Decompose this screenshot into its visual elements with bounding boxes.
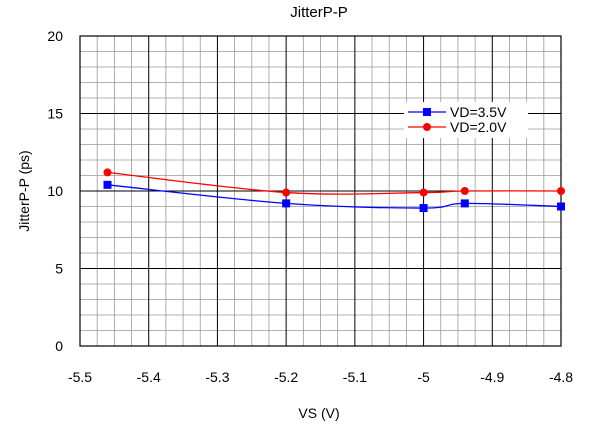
y-tick-label: 5 (55, 261, 63, 277)
data-point-circle (103, 168, 112, 177)
data-point-square (557, 202, 565, 211)
x-tick-label: -5.4 (137, 369, 161, 385)
series-line-1 (107, 184, 562, 209)
data-point-circle (557, 187, 565, 195)
series-markers (103, 168, 565, 213)
data-point-square (103, 180, 112, 189)
x-tick-label: -5 (417, 369, 430, 385)
data-point-circle (419, 188, 428, 197)
x-tick-label: -5.5 (68, 369, 92, 385)
y-tick-label: 20 (47, 28, 63, 44)
chart-title: JitterP-P (290, 4, 348, 21)
x-tick-label: -4.9 (480, 369, 504, 385)
series-lines (107, 171, 562, 209)
legend-marker-square (423, 108, 431, 116)
y-tick-label: 15 (47, 106, 63, 122)
data-point-circle (282, 188, 291, 197)
x-tick-label: -4.8 (549, 369, 573, 385)
data-point-square (282, 199, 291, 208)
x-tick-labels: -5.5 -5.4 -5.3 -5.2 -5.1 -5 -4.9 -4.8 (68, 369, 573, 385)
x-tick-label: -5.2 (274, 369, 298, 385)
x-tick-label: -5.1 (343, 369, 367, 385)
y-axis-label: JitterP-P (ps) (16, 150, 32, 231)
legend-marker-circle (423, 123, 431, 131)
data-point-square (460, 199, 469, 208)
x-tick-label: -5.3 (205, 369, 229, 385)
y-tick-label: 10 (47, 183, 63, 199)
y-tick-labels: 0 5 10 15 20 (47, 28, 63, 354)
x-axis-label: VS (V) (298, 405, 339, 421)
legend-label: VD=2.0V (450, 119, 507, 135)
y-tick-label: 0 (55, 338, 63, 354)
legend-label: VD=3.5V (450, 104, 507, 120)
series-line-2 (107, 171, 562, 195)
data-point-square (419, 204, 428, 213)
data-point-circle (460, 187, 469, 195)
